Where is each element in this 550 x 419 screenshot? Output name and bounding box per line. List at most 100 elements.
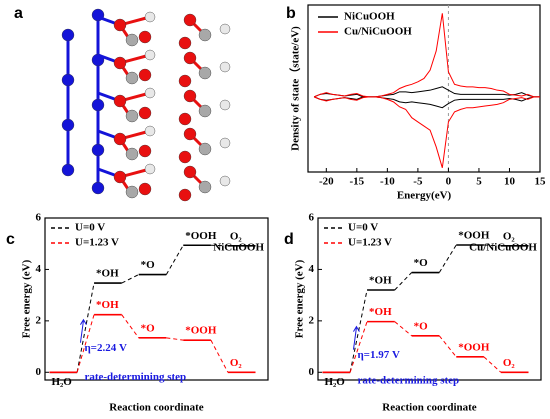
atom	[113, 132, 127, 146]
legend-label: U=0 V	[75, 222, 105, 234]
x-tick-label: -5	[413, 176, 423, 188]
x-tick-label: 5	[476, 176, 482, 188]
connector	[76, 282, 95, 373]
atom	[183, 127, 197, 141]
level-label: O₂	[230, 357, 243, 369]
atom	[219, 23, 231, 35]
connector	[394, 272, 413, 291]
atom	[138, 144, 152, 158]
panel-label: a	[14, 5, 23, 22]
atom	[91, 98, 105, 112]
atom	[183, 165, 197, 179]
atom	[138, 182, 152, 196]
y-tick-label: 6	[309, 212, 315, 224]
atom	[178, 188, 192, 202]
atom	[178, 112, 192, 126]
panel-label: b	[286, 5, 296, 22]
y-tick-label: 6	[36, 212, 42, 224]
level-label: *OH	[369, 306, 392, 318]
dos-line	[313, 86, 540, 98]
atom	[138, 30, 152, 44]
y-axis-label: Free energy (eV)	[21, 259, 33, 338]
level-label: *OH	[369, 275, 392, 287]
chart-title: Cu/NiCuOOH	[469, 242, 537, 254]
legend-label: NiCuOOH	[344, 11, 395, 23]
connector	[394, 321, 412, 337]
atom	[219, 175, 231, 187]
atom	[198, 104, 212, 118]
y-tick-label: 4	[36, 263, 42, 275]
level-label: *OOH	[185, 325, 217, 337]
atom	[125, 33, 139, 47]
legend-label: U=1.23 V	[75, 237, 119, 249]
level-label: H₂O	[324, 376, 345, 388]
atom	[113, 94, 127, 108]
level-label: *OOH	[185, 230, 217, 242]
atom	[125, 147, 139, 161]
eta-arrow	[352, 325, 360, 350]
y-tick-label: 2	[309, 314, 315, 326]
level-label: H₂O	[51, 376, 72, 388]
atom	[61, 73, 75, 87]
annotation: rate-determining step	[357, 374, 459, 386]
plot-frame	[307, 4, 541, 173]
eta-arrow	[79, 318, 87, 343]
atom	[113, 170, 127, 184]
level-label: *OH	[96, 299, 119, 311]
level-label: *O	[141, 322, 156, 334]
y-tick-label: 2	[36, 314, 42, 326]
connector	[166, 337, 184, 341]
atom	[219, 99, 231, 111]
connector	[438, 244, 457, 273]
connector	[210, 339, 229, 373]
atom	[125, 185, 139, 199]
level-label: O₂	[230, 230, 243, 242]
panel-label: c	[6, 231, 15, 248]
y-axis-label: Density of state（state/eV)	[289, 26, 302, 151]
atom	[125, 71, 139, 85]
level-label: O₂	[503, 357, 516, 369]
atom	[183, 89, 197, 103]
connector	[76, 314, 95, 373]
level-label: *OH	[96, 268, 119, 280]
legend-label: Cu/NiCuOOH	[344, 26, 412, 38]
atom	[219, 137, 231, 149]
atom	[178, 36, 192, 50]
atom	[183, 13, 197, 27]
atom	[198, 180, 212, 194]
atom	[144, 49, 156, 61]
atom	[138, 106, 152, 120]
y-tick-label: 0	[36, 366, 42, 378]
atom	[144, 11, 156, 23]
connector	[121, 274, 139, 284]
dos-line	[313, 96, 540, 168]
connector	[483, 244, 501, 247]
annotation: rate-determining step	[84, 371, 186, 383]
level-label: *OOH	[458, 230, 490, 242]
atom	[183, 51, 197, 65]
atom	[178, 150, 192, 164]
level-label: *O	[414, 320, 429, 332]
atom	[144, 125, 156, 137]
atom	[91, 143, 105, 157]
plot-frame	[44, 217, 269, 381]
atom	[219, 61, 231, 73]
atom	[125, 109, 139, 123]
x-axis-label: Reaction coordinate	[109, 402, 204, 414]
level-label: *O	[414, 257, 429, 269]
atom	[178, 74, 192, 88]
atom	[144, 163, 156, 175]
x-tick-label: -10	[380, 176, 395, 188]
crystal-structure	[61, 8, 231, 202]
panel-label: d	[284, 231, 294, 248]
atom	[61, 163, 75, 177]
connector	[210, 244, 228, 247]
atom	[198, 142, 212, 156]
x-tick-label: 10	[504, 176, 516, 188]
y-tick-label: 4	[309, 263, 315, 275]
connector	[349, 321, 368, 373]
connector	[483, 356, 502, 373]
atom	[198, 66, 212, 80]
chart-title: NiCuOOH	[213, 242, 264, 254]
